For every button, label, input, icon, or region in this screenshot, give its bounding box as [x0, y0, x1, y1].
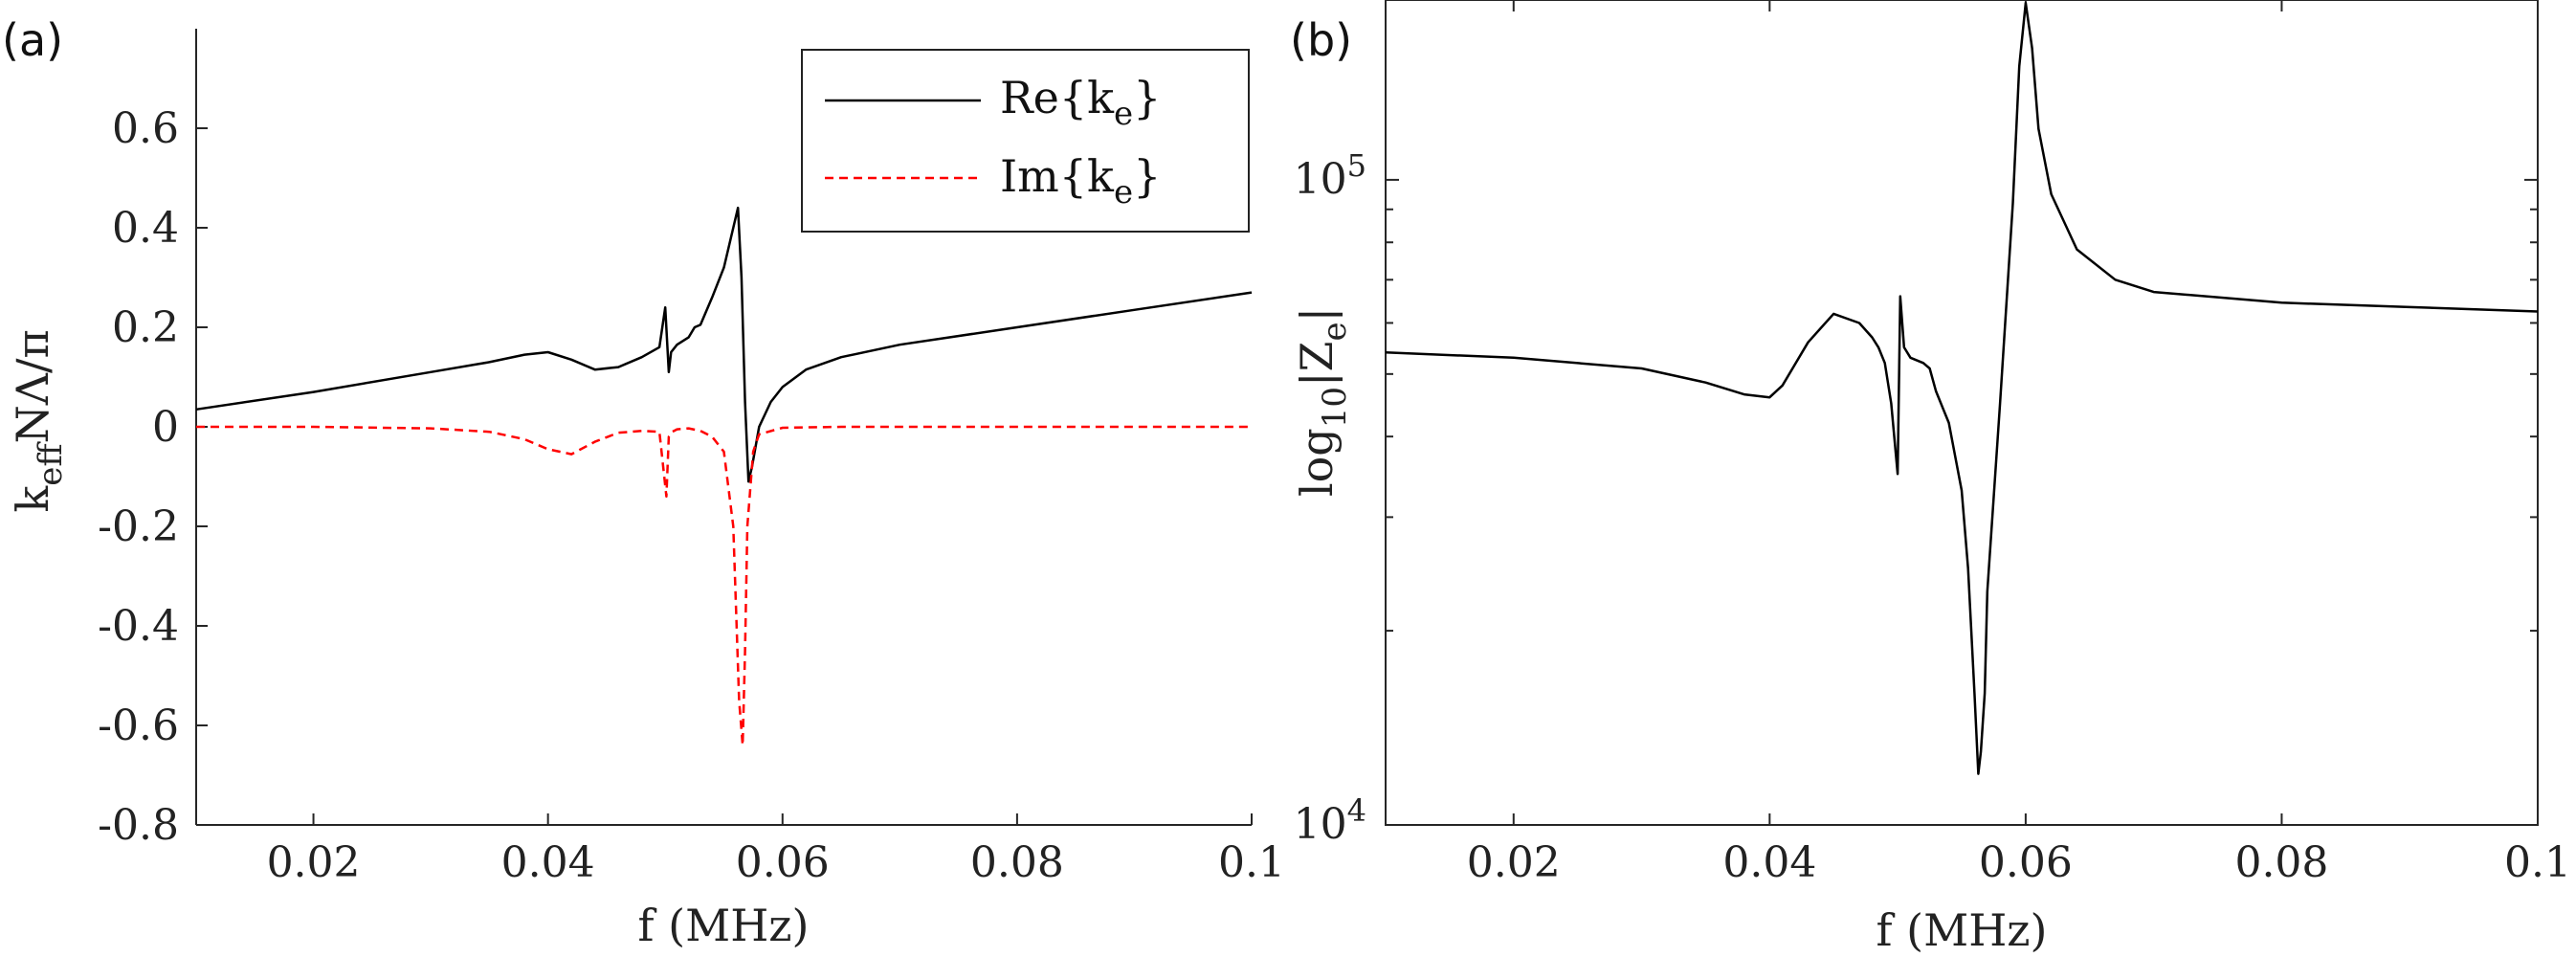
panel-b-y-tick-label: 104 — [1294, 792, 1366, 849]
panel-b-y-label: log10|Ze| — [1291, 307, 1354, 497]
panel-b: (b) 0.02 0.04 0.06 0.08 0.1 104 105 f (MHz) l… — [1290, 0, 2571, 956]
panel-b-x-tick-label: 0.04 — [1722, 838, 1816, 887]
panel-b-x-tick-label: 0.06 — [1979, 838, 2073, 887]
panel-b-y-label-sub2: e — [1316, 322, 1354, 341]
legend: Re{ke} Im{ke} — [801, 49, 1250, 233]
panel-a-x-tick-label: 0.08 — [970, 838, 1064, 887]
panel-a-x-tick-label: 0.1 — [1218, 838, 1285, 887]
legend-im-close: } — [1133, 150, 1161, 202]
panel-a-y-tick-label: 0 — [152, 403, 179, 452]
panel-a-x-ticks: 0.02 0.04 0.06 0.08 0.1 — [267, 813, 1285, 887]
legend-re-close: } — [1133, 72, 1161, 123]
panel-a-y-label: keffNΛ/π — [7, 329, 70, 512]
panel-b-x-tick-label: 0.1 — [2504, 838, 2571, 887]
series-impedance-line — [1385, 1, 2539, 775]
panel-b-x-tick-label: 0.02 — [1467, 838, 1561, 887]
panel-a-y-label-rest: NΛ/π — [7, 329, 58, 443]
panel-b-x-label: f (MHz) — [1876, 904, 2048, 956]
panel-a-series — [195, 206, 1253, 747]
panel-b-y-label-end: | — [1291, 307, 1343, 323]
panel-b-y-label-rest: |Z — [1291, 342, 1343, 387]
panel-a-y-tick-label: 0.4 — [112, 204, 179, 253]
panel-a-y-ticks: -0.8 -0.6 -0.4 -0.2 0 0.2 0.4 0.6 — [98, 104, 208, 850]
panel-a-y-tick-label: 0.6 — [112, 104, 179, 153]
panel-a-y-label-sub: eff — [32, 441, 70, 486]
legend-im-name: Im{k — [1000, 150, 1115, 202]
legend-re-label: Re{ke} — [1000, 72, 1161, 133]
panel-a-x-tick-label: 0.04 — [501, 838, 595, 887]
legend-im-sub: e — [1114, 173, 1133, 211]
panel-a-y-label-base: k — [7, 485, 58, 513]
series-im-ke-line — [196, 425, 1252, 747]
panel-b-y-tick-label: 105 — [1294, 147, 1366, 204]
panel-a-y-tick-label: -0.4 — [98, 602, 179, 651]
panel-a-y-tick-label: -0.6 — [98, 701, 179, 750]
panel-a-label: (a) — [2, 14, 63, 66]
panel-a-y-tick-label: -0.8 — [98, 801, 179, 850]
series-re-ke-line — [195, 206, 1253, 483]
panel-b-y-label-base: log — [1291, 428, 1343, 497]
panel-a-y-tick-label: -0.2 — [98, 502, 179, 551]
panel-b-x-ticks: 0.02 0.04 0.06 0.08 0.1 — [1467, 0, 2571, 887]
panel-b-label: (b) — [1290, 14, 1352, 66]
panel-a-x-tick-label: 0.06 — [736, 838, 830, 887]
legend-im-label: Im{ke} — [1000, 150, 1161, 211]
panel-b-y-label-sub: 10 — [1316, 387, 1354, 428]
panel-b-x-tick-label: 0.08 — [2234, 838, 2328, 887]
legend-re-name: Re{k — [1000, 72, 1115, 123]
panel-b-y-ticks: 104 105 — [1294, 147, 2538, 849]
panel-b-axes-box — [1385, 0, 2539, 826]
panel-a: (a) 0.02 0.04 0.06 0.08 0.1 -0.8 -0.6 -0.4 -0.2… — [2, 14, 1285, 951]
panel-b-series — [1385, 1, 2539, 775]
legend-box — [801, 49, 1250, 233]
panel-a-x-tick-label: 0.02 — [267, 838, 361, 887]
panel-a-x-label: f (MHz) — [638, 900, 810, 951]
panel-a-y-tick-label: 0.2 — [112, 303, 179, 352]
legend-re-sub: e — [1114, 95, 1133, 133]
